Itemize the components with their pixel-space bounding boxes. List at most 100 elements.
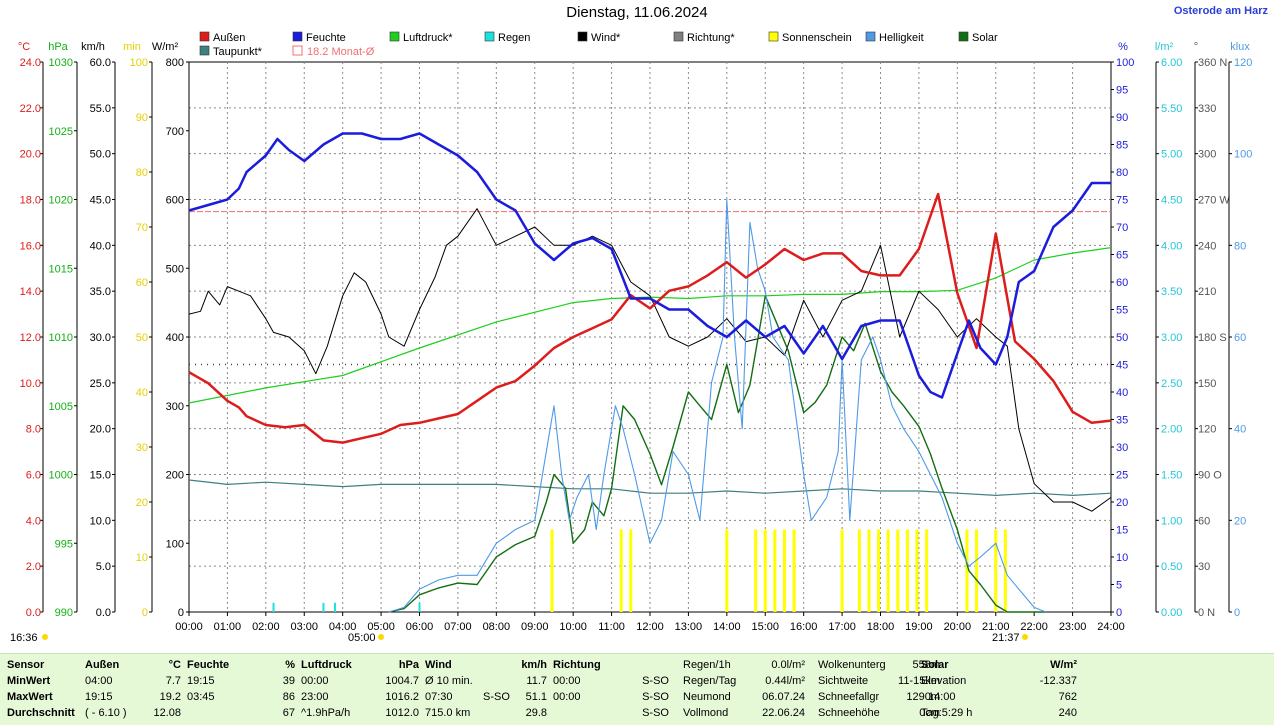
stats-cell: 00:00 [553, 691, 581, 703]
axis-tick-label-temp: 6.0 [26, 470, 41, 482]
axis-tick-label-hum: 90 [1116, 112, 1128, 124]
legend-swatch [292, 31, 303, 42]
legend-swatch [958, 31, 969, 42]
axis-unit-dir: ° [1194, 41, 1198, 53]
axis-tick-label-wind: 35.0 [90, 286, 111, 298]
axis-tick-label-rain: 0.00 [1161, 607, 1182, 619]
sunshine-bar [975, 529, 979, 612]
rain-bar [322, 602, 325, 612]
now-time-label: 16:36 [10, 632, 38, 644]
axis-tick-label-hum: 40 [1116, 387, 1128, 399]
stats-cell: 07:30 [425, 691, 453, 703]
sun-icon [42, 634, 48, 640]
axis-tick-label-hum: 5 [1116, 580, 1122, 592]
axis-tick-label-temp: 10.0 [20, 378, 41, 390]
sunshine-bar [867, 529, 871, 612]
sunshine-bar [792, 529, 796, 612]
axis-tick-label-solar: 200 [166, 470, 184, 482]
x-tick-label: 01:00 [214, 621, 242, 633]
stats-cell: 23:00 [301, 691, 329, 703]
axis-tick-label-hum: 70 [1116, 222, 1128, 234]
x-tick-label: 23:00 [1059, 621, 1087, 633]
axis-tick-label-lux: 20 [1234, 515, 1246, 527]
axis-tick-label-temp: 12.0 [20, 332, 41, 344]
stats-cell: 29.8 [525, 707, 547, 719]
axis-tick-label-press: 995 [55, 538, 73, 550]
axis-tick-label-temp: 18.0 [20, 195, 41, 207]
stats-header-aussen: Außen [85, 659, 120, 671]
solar-row: 14:00 762 [918, 689, 1080, 705]
stats-cell: ^1.9hPa/h [301, 707, 351, 719]
axis-tick-label-hum: 50 [1116, 332, 1128, 344]
axis-tick-label-dir: 30 [1198, 561, 1210, 573]
axis-tick-label-dir: 300 [1198, 149, 1216, 161]
series-line-solar [388, 295, 1046, 613]
stats-unit-feuchte: % [285, 659, 295, 671]
x-tick-label: 08:00 [483, 621, 511, 633]
stats-cell: S-SO [642, 707, 669, 719]
axis-tick-label-hum: 20 [1116, 497, 1128, 509]
legend-swatch [199, 45, 210, 56]
stats-row-min: MinWert 04:00 7.7 19:15 39 00:00 1004.7 … [4, 673, 672, 689]
axis-tick-label-rain: 3.00 [1161, 332, 1182, 344]
axis-tick-label-dir: 180 S [1198, 332, 1227, 344]
legend-label: Sonnenschein [782, 32, 852, 44]
axis-tick-label-wind: 50.0 [90, 149, 111, 161]
axis-tick-label-hum: 45 [1116, 360, 1128, 372]
sunshine-bar [994, 529, 998, 612]
solar-cell: 14:00 [928, 691, 956, 703]
axis-tick-label-dir: 120 [1198, 424, 1216, 436]
stats-cell: 39 [282, 675, 295, 687]
sunshine-bar [857, 529, 861, 612]
misc-cell: Sichtweite [818, 675, 869, 687]
axis-tick-label-temp: 24.0 [20, 57, 41, 69]
axis-tick-label-minutes: 0 [142, 607, 148, 619]
axis-tick-label-hum: 30 [1116, 442, 1128, 454]
axis-tick-label-minutes: 100 [130, 57, 148, 69]
legend-swatch [292, 45, 303, 56]
misc-cell: 0cm [919, 707, 940, 719]
stats-cell: 1016.2 [385, 691, 419, 703]
x-tick-label: 20:00 [944, 621, 972, 633]
axis-tick-label-lux: 80 [1234, 240, 1246, 252]
misc-row: Neumond 06.07.24 Schneefallgr 1290m [680, 689, 943, 705]
misc-cell: Vollmond [683, 707, 729, 719]
axis-tick-label-temp: 8.0 [26, 424, 41, 436]
axis-tick-label-temp: 4.0 [26, 515, 41, 527]
stats-cell: 86 [282, 691, 295, 703]
x-tick-label: 10:00 [559, 621, 587, 633]
axis-tick-label-wind: 15.0 [90, 470, 111, 482]
axis-tick-label-wind: 20.0 [90, 424, 111, 436]
misc-cell: 558m [912, 659, 940, 671]
sunshine-bar [782, 529, 786, 612]
legend-swatch [673, 31, 684, 42]
sun-icon [1022, 634, 1028, 640]
axis-tick-label-solar: 0 [178, 607, 184, 619]
sunshine-bar [619, 529, 623, 612]
axis-tick-label-dir: 270 W [1198, 195, 1230, 207]
axis-tick-label-wind: 40.0 [90, 240, 111, 252]
axis-tick-label-solar: 400 [166, 332, 184, 344]
legend-swatch [577, 31, 588, 42]
axis-unit-minutes: min [123, 41, 141, 53]
axis-tick-label-dir: 210 [1198, 286, 1216, 298]
solar-cell: 240 [1058, 707, 1077, 719]
stats-cell: 00:00 [301, 675, 329, 687]
series-line-außen [188, 192, 1112, 444]
stats-unit-solar: W/m² [1050, 659, 1077, 671]
solar-row: Elevation -12.337 [918, 673, 1080, 689]
stats-row-max: MaxWert 19:15 19.2 03:45 86 23:00 1016.2… [4, 689, 672, 705]
axis-tick-label-press: 1020 [49, 195, 73, 207]
axis-tick-label-press: 1010 [49, 332, 73, 344]
stats-unit-luftdruck: hPa [398, 659, 419, 671]
legend-swatch [865, 31, 876, 42]
axis-tick-label-minutes: 60 [136, 277, 148, 289]
axis-tick-label-rain: 1.50 [1161, 470, 1182, 482]
misc-cell: Wolkenunterg [818, 659, 886, 671]
axis-unit-hum: % [1118, 41, 1128, 53]
axis-tick-label-rain: 6.00 [1161, 57, 1182, 69]
stats-label: MaxWert [7, 691, 53, 703]
x-tick-label: 16:00 [790, 621, 818, 633]
misc-cell: 1290m [906, 691, 940, 703]
rain-bar [333, 602, 336, 612]
